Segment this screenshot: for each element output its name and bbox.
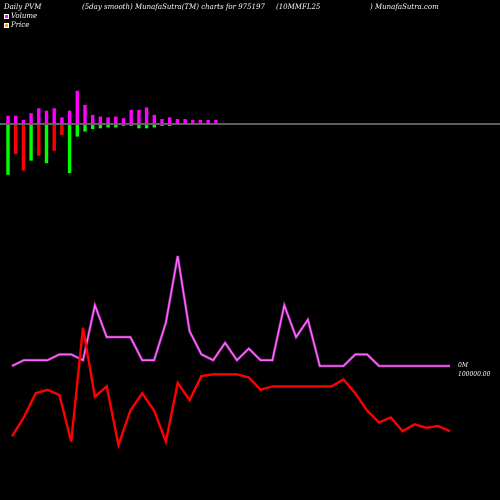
- volume-down-bar: [21, 125, 26, 171]
- volume-down-bar: [37, 125, 41, 156]
- legend-item-volume: Volume: [4, 12, 37, 20]
- volume-up-bar: [183, 119, 187, 124]
- volume-up-bar: [21, 119, 26, 124]
- volume-line-glow: [11, 255, 450, 368]
- price-axis-label: 100000.00: [458, 371, 491, 378]
- volume-up-bar: [144, 107, 149, 124]
- volume-up-bar: [191, 119, 195, 124]
- volume-up-bar: [160, 119, 164, 124]
- volume-up-bar: [152, 114, 156, 124]
- volume-down-bar: [67, 125, 72, 174]
- volume-up-bar: [114, 116, 118, 124]
- chart-header-title: (5day smooth) MunafaSutra(TM) charts for…: [82, 3, 265, 11]
- volume-up-bar: [37, 108, 41, 124]
- volume-down-bar: [160, 125, 164, 126]
- volume-up-bar: [121, 118, 126, 124]
- legend-label-volume: Volume: [11, 12, 38, 20]
- volume-up-bar: [129, 109, 133, 124]
- volume-down-bar: [29, 125, 33, 161]
- volume-up-bar: [29, 113, 33, 124]
- volume-up-bar: [60, 117, 64, 124]
- volume-down-bar: [129, 125, 133, 126]
- volume-down-bar: [6, 125, 10, 175]
- volume-up-bar: [106, 117, 110, 124]
- chart-header-code: (10MMFL25: [276, 3, 321, 11]
- volume-down-bar: [114, 125, 118, 128]
- volume-down-bar: [121, 125, 126, 126]
- volume-line: [11, 255, 450, 367]
- volume-down-bar: [14, 125, 18, 155]
- volume-up-bar: [91, 114, 95, 124]
- legend-item-price: Price: [4, 21, 29, 29]
- volume-up-bar: [198, 119, 203, 124]
- volume-up-bar: [52, 108, 56, 124]
- volume-down-bar: [106, 125, 110, 128]
- legend-label-price: Price: [11, 21, 30, 29]
- volume-down-bar: [168, 125, 172, 126]
- volume-up-bar: [83, 104, 87, 124]
- chart-header-site: ) MunafaSutra.com: [370, 3, 439, 11]
- volume-down-bar: [91, 125, 95, 130]
- volume-down-bar: [98, 125, 103, 129]
- volume-down-bar: [44, 125, 49, 164]
- volume-down-bar: [152, 125, 156, 128]
- volume-down-bar: [60, 125, 64, 135]
- price-line: [10, 327, 451, 450]
- volume-up-bar: [98, 116, 103, 124]
- volume-up-bar: [6, 115, 10, 124]
- legend-swatch-price: [4, 22, 9, 28]
- volume-down-bar: [75, 125, 79, 137]
- volume-up-bar: [75, 90, 79, 124]
- volume-up-bar: [137, 109, 141, 124]
- chart-header-left: Daily PVM: [4, 3, 42, 11]
- legend-swatch-volume: [4, 13, 9, 19]
- volume-up-bar: [214, 119, 218, 124]
- volume-down-bar: [52, 125, 56, 151]
- volume-up-bar: [67, 110, 72, 124]
- volume-up-bar: [175, 119, 180, 124]
- volume-axis-label: 0M: [458, 362, 469, 369]
- volume-up-bar: [206, 119, 210, 124]
- volume-down-bar: [137, 125, 141, 129]
- volume-up-bar: [14, 115, 18, 124]
- volume-up-bar: [44, 110, 49, 124]
- volume-down-bar: [83, 125, 87, 132]
- volume-down-bar: [144, 125, 149, 129]
- volume-up-bar: [168, 117, 172, 124]
